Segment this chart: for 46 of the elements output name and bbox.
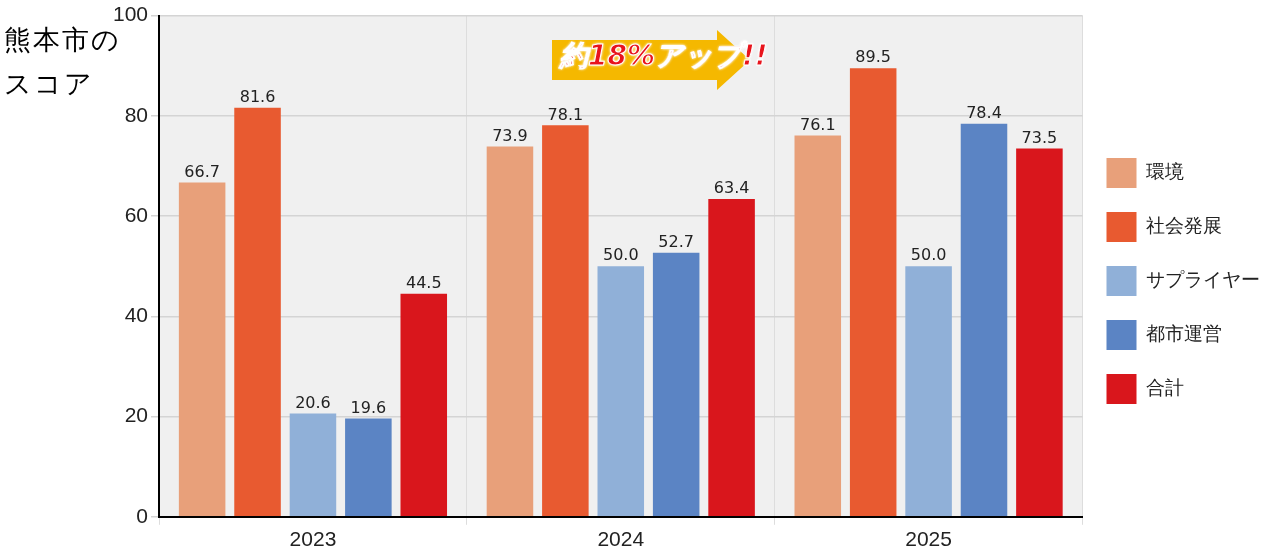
data-label: 50.0 bbox=[910, 245, 947, 265]
bar bbox=[960, 123, 1008, 517]
data-label: 78.4 bbox=[966, 103, 1002, 123]
y-tick-label: 80 bbox=[124, 102, 149, 126]
bar bbox=[486, 146, 534, 517]
bar bbox=[542, 125, 589, 517]
data-label: 20.6 bbox=[295, 392, 331, 412]
x-tick-label: 2025 bbox=[905, 527, 952, 551]
data-label: 73.5 bbox=[1021, 127, 1058, 147]
data-label: 50.0 bbox=[602, 245, 639, 265]
y-tick-label: 40 bbox=[124, 303, 149, 327]
legend-label: 社会発展 bbox=[1146, 213, 1222, 236]
bar bbox=[708, 199, 755, 517]
bar bbox=[652, 252, 700, 517]
y-tick-label: 100 bbox=[112, 2, 149, 26]
y-axis-title: 熊本市のスコア bbox=[4, 23, 122, 101]
bar bbox=[905, 266, 952, 517]
bar bbox=[234, 107, 281, 517]
data-label: 52.7 bbox=[658, 231, 694, 251]
data-label: 73.9 bbox=[492, 125, 528, 145]
data-label: 44.5 bbox=[405, 272, 442, 292]
data-label: 89.5 bbox=[855, 47, 891, 67]
bar bbox=[345, 418, 392, 517]
data-label: 66.7 bbox=[184, 161, 220, 181]
data-label: 81.6 bbox=[239, 86, 276, 106]
data-label: 19.6 bbox=[350, 397, 387, 417]
legend-label: 環境 bbox=[1146, 159, 1184, 182]
data-label: 63.4 bbox=[713, 178, 750, 198]
bar bbox=[794, 135, 842, 517]
legend-label: 都市運営 bbox=[1146, 321, 1222, 344]
bar bbox=[178, 182, 226, 517]
annotation: 約18%アップ!! bbox=[560, 38, 768, 74]
data-label: 78.1 bbox=[547, 104, 584, 124]
bar bbox=[400, 293, 448, 517]
legend-label: 合計 bbox=[1146, 375, 1184, 398]
bar bbox=[289, 413, 337, 517]
bar bbox=[849, 68, 897, 517]
y-tick-label: 60 bbox=[124, 202, 149, 226]
bar bbox=[597, 266, 645, 517]
x-tick-label: 2024 bbox=[597, 527, 645, 551]
y-tick-label: 0 bbox=[136, 503, 149, 527]
y-tick-label: 20 bbox=[124, 403, 149, 427]
bar bbox=[1016, 148, 1063, 517]
data-label: 76.1 bbox=[799, 114, 836, 134]
legend-label: サプライヤー bbox=[1146, 267, 1260, 290]
x-tick-label: 2023 bbox=[289, 527, 337, 551]
